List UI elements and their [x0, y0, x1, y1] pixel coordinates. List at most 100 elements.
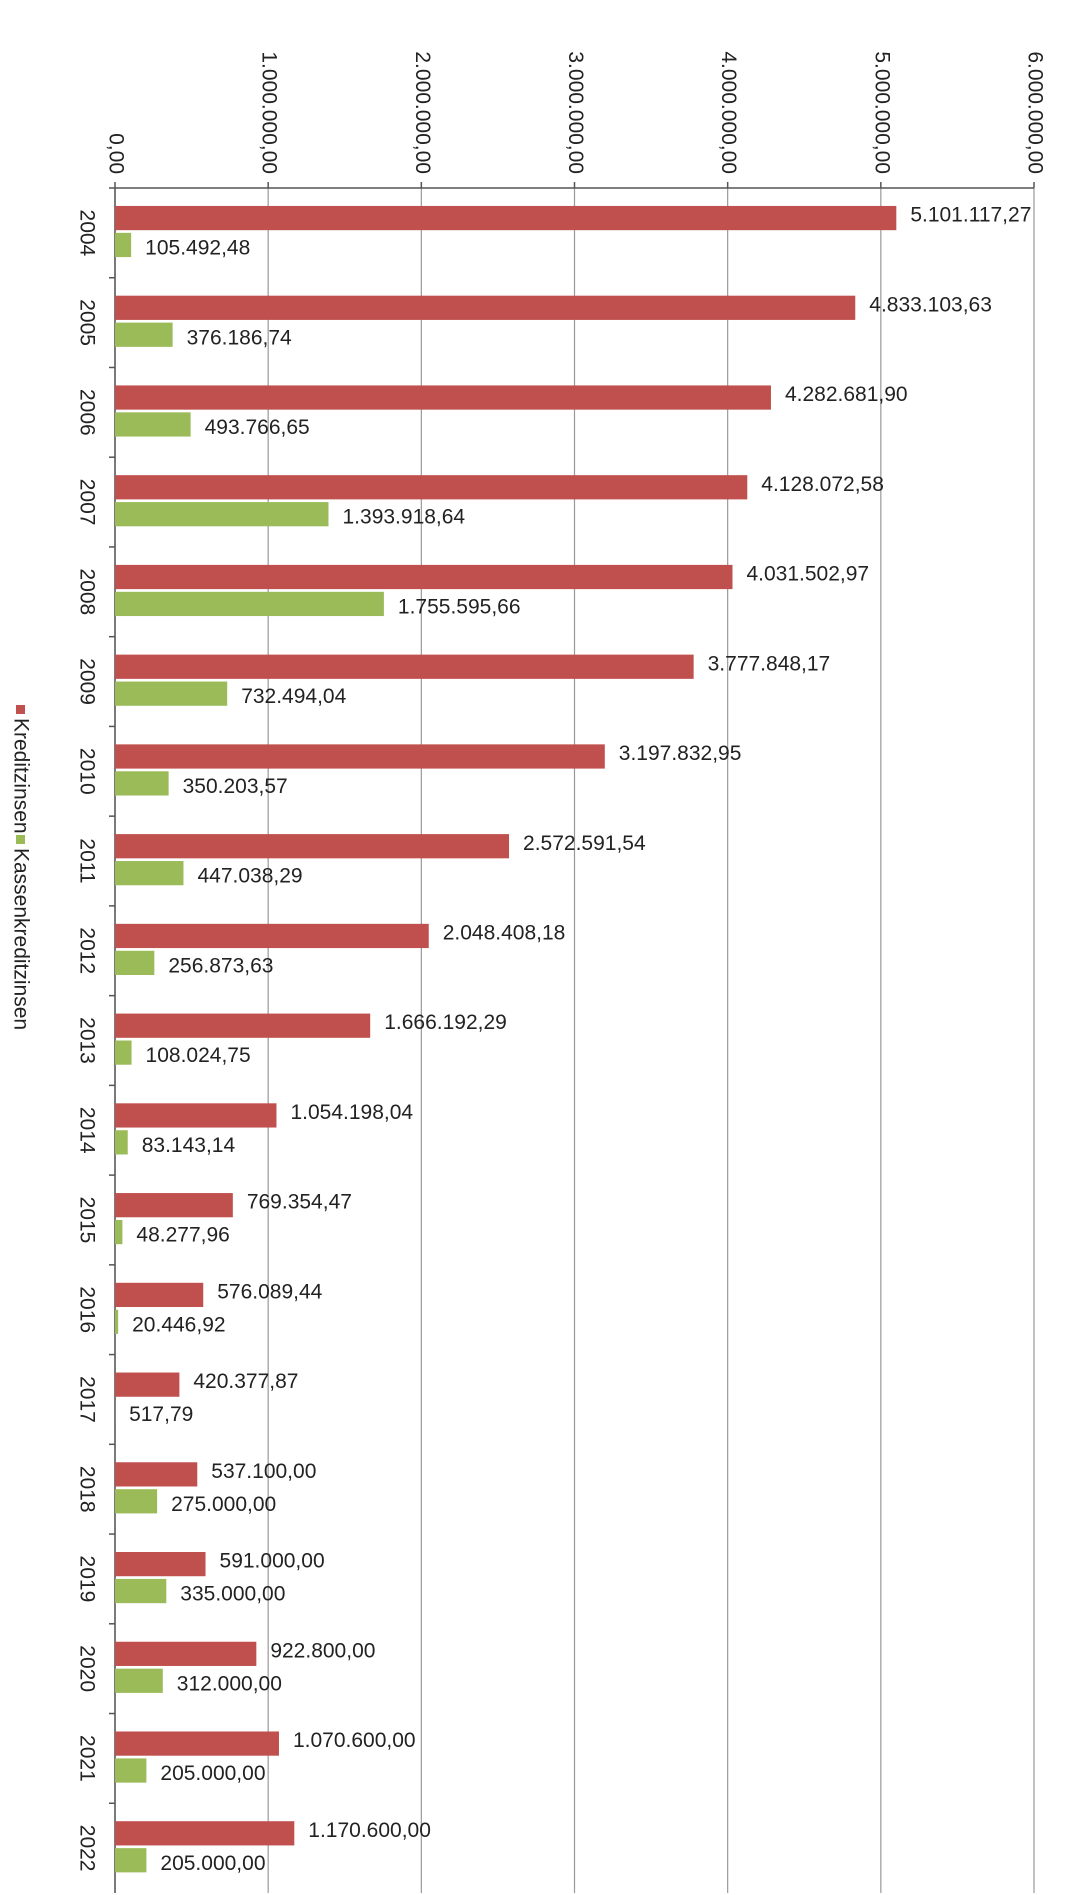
y-tick-label: 2008 [75, 568, 98, 615]
bar [115, 1193, 233, 1218]
value-label: 48.277,96 [136, 1224, 229, 1247]
value-label: 447.038,29 [197, 865, 302, 888]
value-label: 205.000,00 [160, 1762, 265, 1785]
y-tick-label: 2011 [75, 838, 98, 883]
y-tick-label: 2020 [75, 1645, 98, 1692]
bar [115, 834, 510, 859]
value-label: 2.572.591,54 [523, 832, 646, 855]
value-label: 4.282.681,90 [785, 383, 908, 406]
bar [115, 1731, 279, 1756]
y-tick-label: 2013 [75, 1017, 98, 1064]
value-label: 312.000,00 [177, 1672, 282, 1695]
value-label: 732.494,04 [241, 685, 346, 708]
y-tick-label: 2006 [75, 389, 98, 436]
value-label: 4.833.103,63 [869, 293, 992, 316]
value-label: 108.024,75 [146, 1044, 251, 1067]
y-tick-label: 2019 [75, 1556, 98, 1603]
y-tick-label: 2015 [75, 1197, 98, 1244]
x-tick-label: 1.000.000,00 [258, 51, 281, 174]
bar [115, 1219, 123, 1245]
bar [115, 1641, 257, 1666]
bar [115, 1282, 204, 1308]
legend-label: Kassenkreditzinsen [9, 848, 32, 1030]
bar [115, 923, 429, 949]
value-label: 420.377,87 [193, 1370, 298, 1393]
bar [115, 1578, 167, 1604]
bar [115, 1013, 371, 1038]
x-tick-label: 4.000.000,00 [717, 51, 740, 174]
x-tick-label: 0,00 [104, 133, 127, 174]
bar [115, 771, 169, 796]
value-label: 350.203,57 [183, 775, 288, 798]
bar [115, 654, 694, 679]
value-label: 922.800,00 [270, 1639, 375, 1662]
bar [115, 861, 184, 886]
bar [115, 1758, 147, 1783]
y-tick-label: 2009 [75, 658, 98, 705]
value-label: 2.048.408,18 [443, 922, 566, 945]
value-label: 517,79 [129, 1403, 193, 1426]
bar [115, 1103, 277, 1128]
y-tick-label: 2004 [75, 210, 98, 257]
y-tick-label: 2007 [75, 479, 98, 526]
bar [115, 591, 384, 617]
bar [115, 385, 771, 410]
legend: Kreditzinsen Kassenkreditzinsen [9, 705, 32, 1030]
value-label: 1.054.198,04 [290, 1101, 413, 1124]
x-tick-label: 5.000.000,00 [870, 51, 893, 174]
legend-swatch [16, 705, 25, 714]
value-label: 83.143,14 [142, 1134, 236, 1157]
bar [115, 295, 856, 320]
bar [115, 564, 733, 590]
y-tick-label: 2012 [75, 927, 98, 974]
bar [115, 1462, 198, 1487]
bar [115, 1489, 158, 1514]
value-label: 4.031.502,97 [746, 563, 869, 586]
value-label: 1.666.192,29 [384, 1011, 507, 1034]
y-tick-label: 2005 [75, 299, 98, 346]
value-label: 1.170.600,00 [308, 1819, 431, 1842]
value-label: 5.101.117,27 [910, 204, 1031, 227]
value-label: 376.186,74 [187, 326, 292, 349]
y-tick-label: 2017 [75, 1376, 98, 1423]
bar [115, 744, 605, 769]
bar [115, 205, 897, 231]
bar [115, 1372, 180, 1397]
bar [115, 1848, 147, 1873]
bar [115, 232, 132, 258]
value-label: 335.000,00 [180, 1583, 285, 1606]
value-label: 1.393.918,64 [343, 506, 466, 529]
value-label: 591.000,00 [220, 1550, 325, 1573]
value-label: 4.128.072,58 [761, 473, 884, 496]
bar [115, 681, 228, 706]
value-label: 205.000,00 [160, 1852, 265, 1875]
value-label: 20.446,92 [132, 1313, 225, 1336]
value-label: 256.873,63 [168, 954, 273, 977]
legend-swatch [16, 835, 25, 844]
bar [115, 1309, 119, 1334]
value-label: 275.000,00 [171, 1493, 276, 1516]
legend-label: Kreditzinsen [9, 718, 32, 834]
bar [115, 322, 173, 347]
value-label: 3.197.832,95 [619, 742, 742, 765]
value-label: 105.492,48 [145, 237, 250, 260]
bar [115, 950, 155, 975]
y-tick-label: 2014 [75, 1107, 98, 1154]
value-label: 769.354,47 [247, 1191, 352, 1214]
y-tick-label: 2018 [75, 1466, 98, 1513]
value-label: 3.777.848,17 [708, 652, 831, 675]
bar [115, 1668, 163, 1693]
value-label: 537.100,00 [211, 1460, 316, 1483]
value-label: 576.089,44 [217, 1280, 322, 1303]
y-tick-label: 2021 [75, 1735, 98, 1782]
value-label: 1.070.600,00 [293, 1729, 416, 1752]
x-tick-label: 3.000.000,00 [564, 51, 587, 174]
bar [115, 1130, 128, 1155]
bar [115, 475, 748, 500]
value-label: 1.755.595,66 [398, 595, 521, 618]
y-tick-label: 2010 [75, 748, 98, 795]
x-tick-label: 6.000.000,00 [1023, 51, 1046, 174]
bar [115, 1821, 295, 1846]
x-tick-label: 2.000.000,00 [411, 51, 434, 174]
